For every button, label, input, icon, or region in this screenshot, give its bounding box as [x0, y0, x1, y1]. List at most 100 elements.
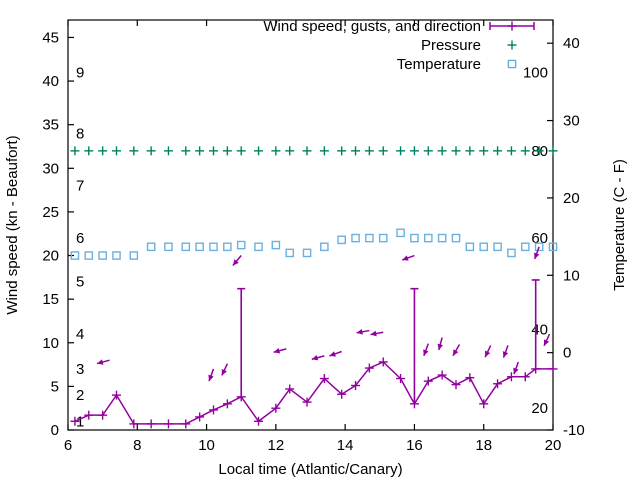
wind-direction-arrow: [513, 361, 520, 375]
wind-direction-arrow: [356, 329, 370, 335]
series-gusts: [237, 279, 540, 404]
series-temperature: [70, 228, 558, 260]
wind-direction-arrow: [273, 347, 287, 354]
temperature-point: [320, 242, 329, 252]
y-tick-label: 5: [51, 378, 59, 395]
beaufort-label: 6: [76, 230, 84, 247]
x-tick-label: 20: [545, 437, 562, 454]
x-tick-label: 10: [198, 437, 215, 454]
arrow-head: [485, 350, 491, 358]
temperature-point: [112, 251, 121, 260]
chart-legend: Wind speed, gusts, and direction Pressure…: [263, 18, 535, 73]
temperature-point: [223, 242, 232, 252]
wind-direction-arrow: [502, 345, 509, 358]
temperature-point: [181, 242, 191, 252]
wind-direction-arrow: [533, 246, 540, 260]
y-tick-label: 25: [42, 204, 59, 221]
y2-tick-label: -10: [563, 422, 585, 439]
wind-direction-arrow: [452, 344, 461, 357]
x-tick-label: 8: [133, 437, 141, 454]
beaufort-label: 1: [76, 413, 84, 430]
legend-label-wind: Wind speed, gusts, and direction: [263, 18, 481, 35]
arrow-head: [208, 374, 214, 382]
wind-direction-arrow: [484, 345, 492, 358]
temperature-point: [451, 233, 461, 243]
wind-direction-arrow: [543, 333, 551, 347]
pressure-scale-label: 60: [531, 230, 548, 247]
y-axis-title: Wind speed (kn - Beaufort): [4, 135, 21, 314]
arrow-head: [311, 354, 319, 361]
arrow-head: [273, 347, 281, 354]
wind-speed-line: [74, 361, 553, 425]
temperature-point: [195, 242, 204, 252]
pressure-scale-label: 20: [531, 400, 548, 417]
beaufort-scale-labels: 1 2 3 4 5 6 7 8 9: [76, 64, 84, 430]
arrow-head: [402, 255, 409, 261]
arrow-head: [97, 359, 104, 365]
plot-frame: [67, 19, 554, 431]
temperature-point: [396, 228, 405, 238]
wind-direction-arrow: [311, 354, 325, 361]
beaufort-label: 4: [76, 326, 84, 343]
y-tick-label: 0: [51, 422, 59, 439]
temperature-point: [236, 240, 246, 250]
arrow-head: [329, 351, 336, 357]
temperature-point: [351, 233, 360, 243]
x-tick-label: 12: [268, 437, 285, 454]
beaufort-label: 8: [76, 125, 84, 142]
temperature-point: [410, 233, 419, 243]
y2-axis-title: Temperature (C - F): [611, 159, 628, 291]
y2-tick-label: 10: [563, 267, 580, 284]
y2-tick-label: 30: [563, 113, 580, 130]
arrow-head: [534, 252, 540, 260]
y2-tick-label: 20: [563, 190, 580, 207]
temperature-point: [548, 242, 558, 252]
temperature-point: [209, 242, 218, 252]
temperature-point: [365, 233, 374, 243]
legend-swatch-temperature: [507, 59, 517, 69]
arrow-head: [356, 329, 363, 335]
legend-label-pressure: Pressure: [421, 37, 481, 54]
temperature-point: [378, 233, 388, 243]
x-axis-title: Local time (Atlantic/Canary): [218, 461, 402, 478]
wind-direction-arrow: [423, 343, 429, 357]
arrow-head: [221, 368, 227, 376]
y-axis-right: -10 0 10 20 30 40 Temperature (C - F): [547, 35, 628, 439]
y-tick-label: 30: [42, 160, 59, 177]
beaufort-label: 9: [76, 64, 84, 81]
temperature-point: [493, 242, 502, 252]
temperature-point: [337, 235, 346, 245]
y-tick-label: 10: [42, 335, 59, 352]
temperature-point: [84, 251, 94, 260]
y-tick-label: 45: [42, 29, 59, 46]
beaufort-label: 3: [76, 361, 84, 378]
temperature-point: [164, 242, 173, 252]
y2-tick-label: 40: [563, 35, 580, 52]
wind-direction-arrow: [329, 350, 342, 357]
y-tick-label: 15: [42, 291, 59, 308]
beaufort-label: 2: [76, 387, 84, 404]
temperature-point: [465, 242, 475, 252]
arrow-head: [437, 343, 444, 351]
temperature-point: [479, 242, 489, 252]
beaufort-label: 5: [76, 274, 84, 291]
wind-direction-arrow: [232, 255, 242, 266]
series-wind-speed: [70, 357, 558, 429]
temperature-point: [534, 242, 544, 252]
arrow-head: [370, 330, 377, 337]
wind-direction-arrow: [437, 337, 444, 351]
arrow-head: [452, 349, 459, 356]
arrow-head: [232, 259, 239, 266]
temperature-point: [254, 242, 263, 252]
temperature-point: [98, 251, 107, 260]
pressure-scale-label: 100: [523, 64, 548, 81]
y2-tick-label: 0: [563, 345, 571, 362]
y-tick-label: 35: [42, 117, 59, 134]
temperature-point: [70, 251, 80, 260]
wind-direction-arrow: [401, 254, 415, 261]
arrow-head: [513, 367, 519, 375]
temperature-point: [520, 242, 530, 252]
wind-direction-arrow: [370, 330, 384, 337]
